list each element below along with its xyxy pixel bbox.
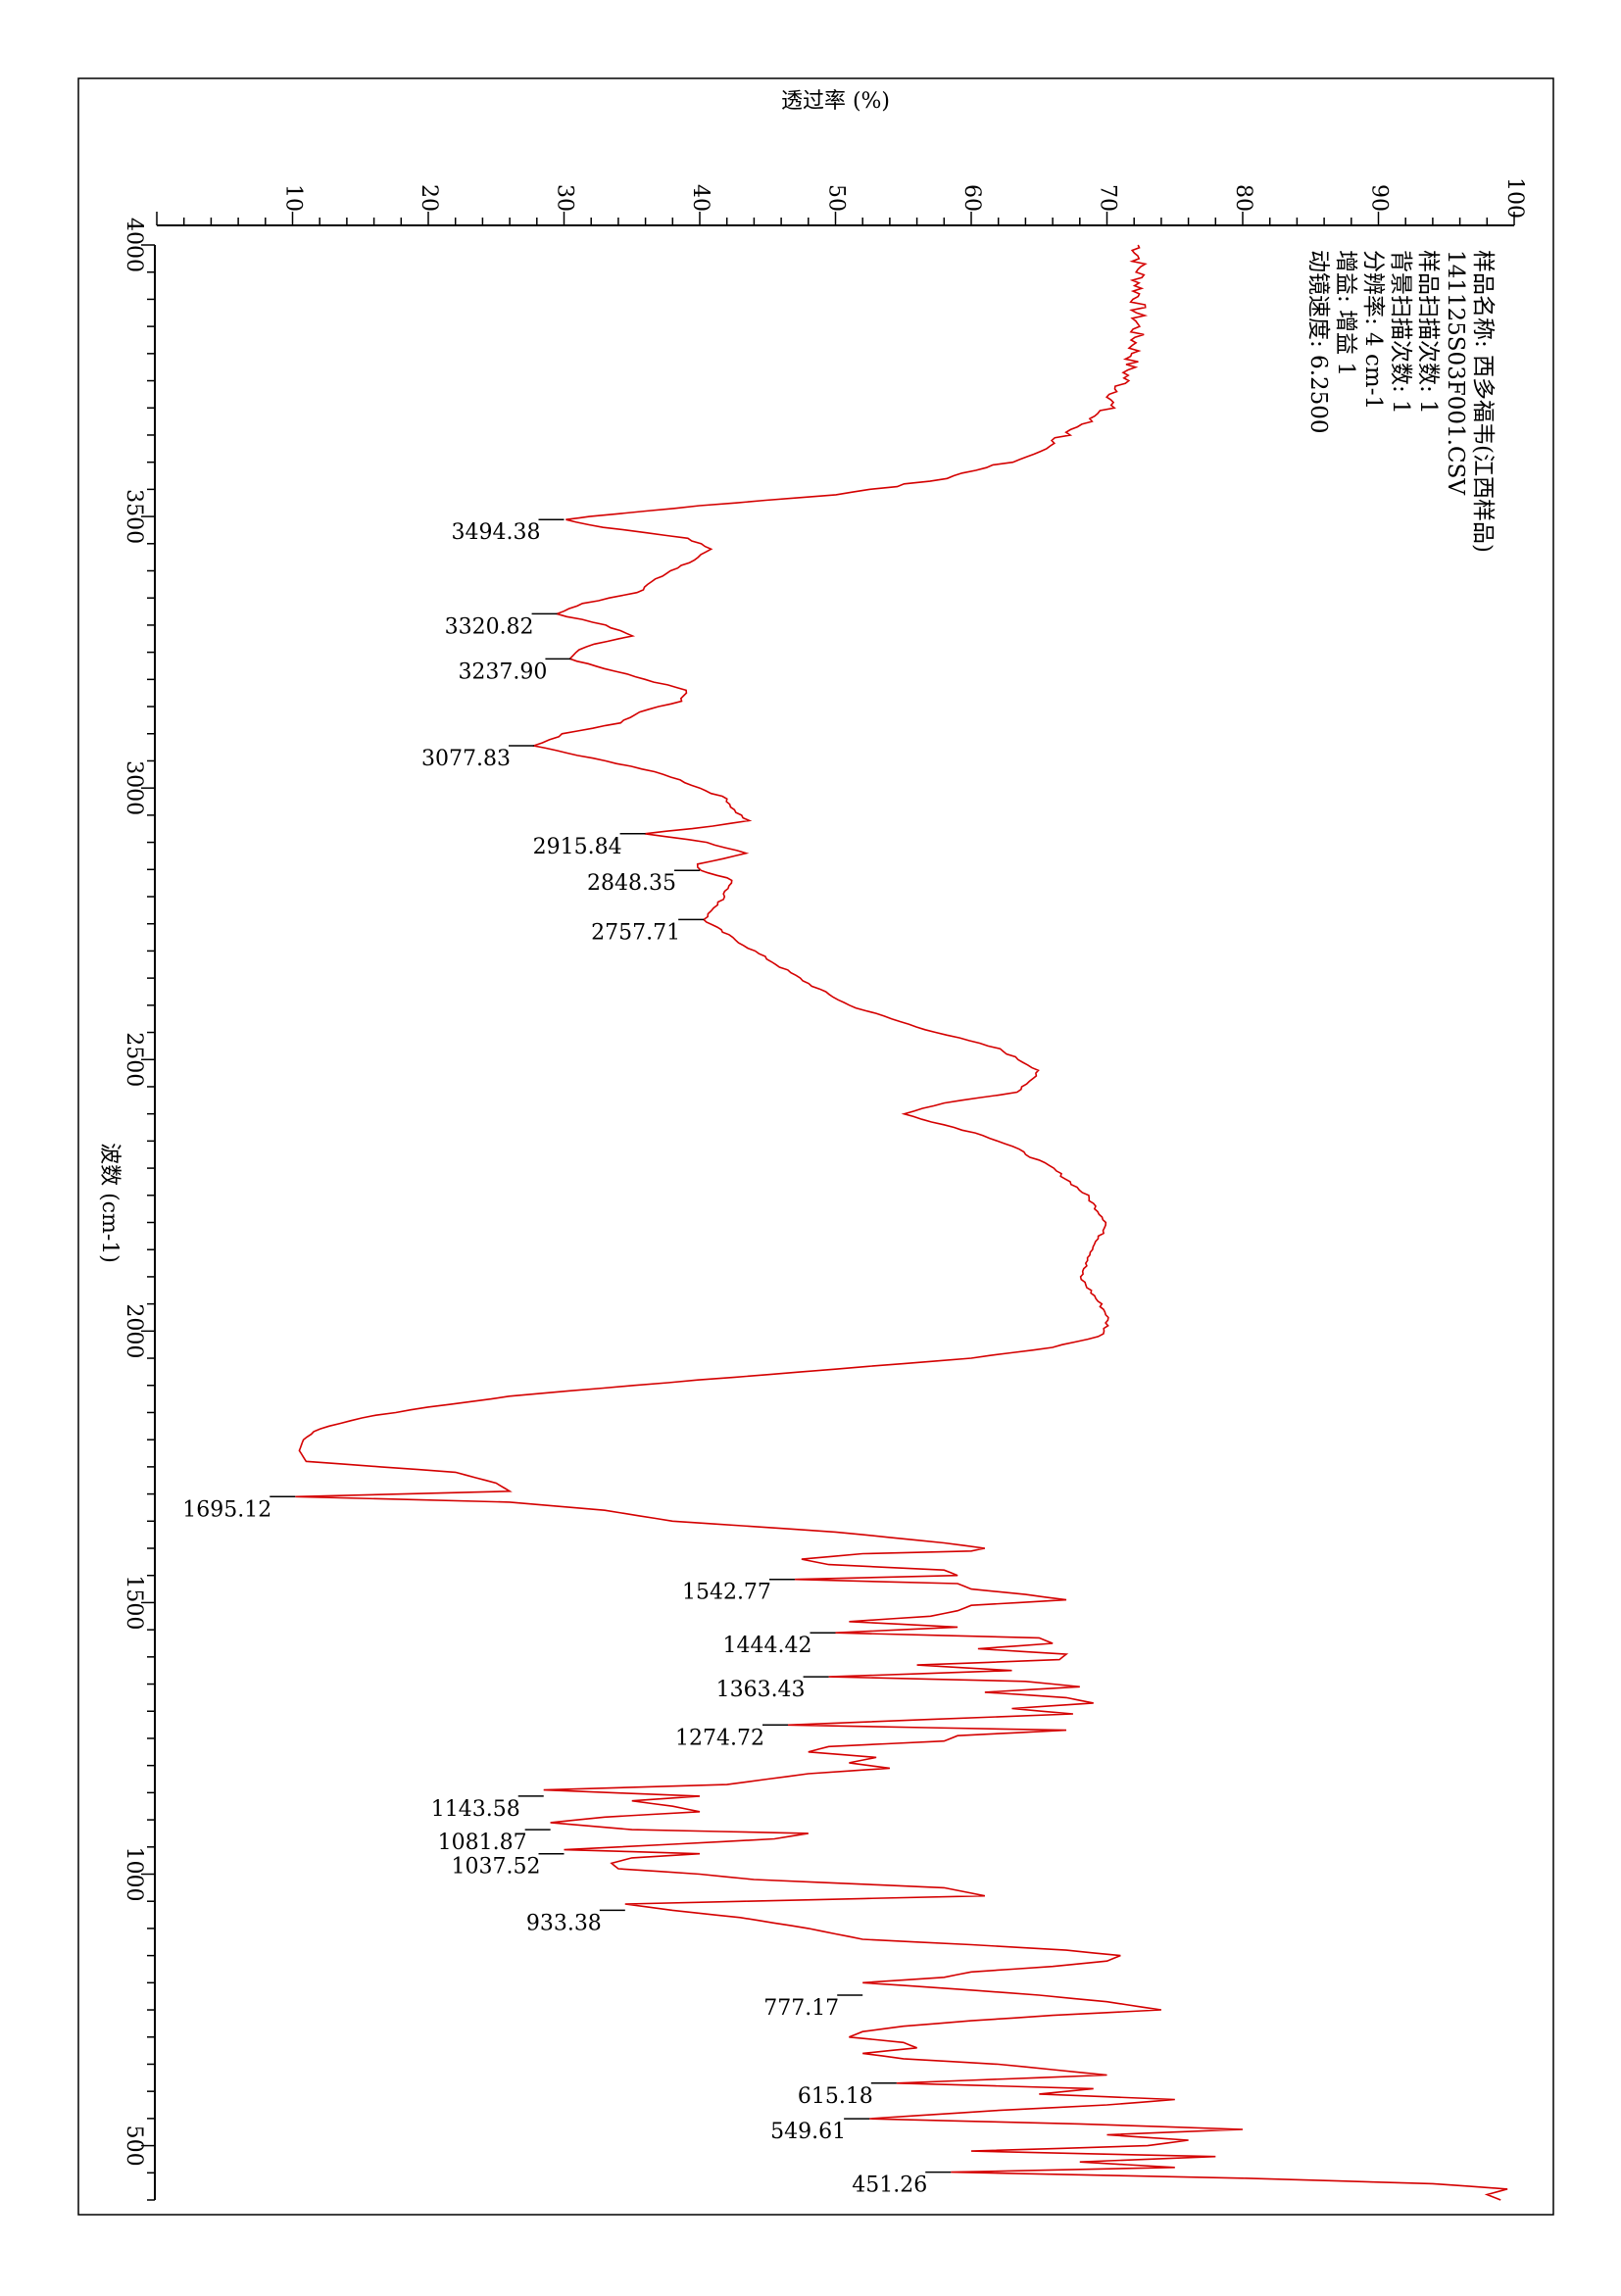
peak-label: 3320.82 <box>445 614 534 639</box>
peak-label: 3494.38 <box>452 520 541 545</box>
transmittance-tick-label: 100 <box>1502 177 1527 219</box>
sample-info-block: 样品名称: 西多福韦(江西样品)141125S03F001.CSV样品扫描次数:… <box>1305 250 1496 553</box>
transmittance-tick-label: 30 <box>553 184 577 212</box>
x-axis-title: 波数 (cm-1) <box>97 1143 122 1263</box>
peak-label: 3237.90 <box>458 659 547 684</box>
y-axis-title: 透过率 (%) <box>781 89 890 114</box>
peak-label: 777.17 <box>763 1996 839 2021</box>
transmittance-tick-label: 40 <box>688 184 712 212</box>
wavenumber-tick-label: 2000 <box>122 1303 146 1358</box>
transmittance-tick-label: 70 <box>1096 184 1120 212</box>
peak-label: 1081.87 <box>438 1831 527 1855</box>
wavenumber-tick-label: 1500 <box>122 1575 146 1630</box>
peak-label: 1363.43 <box>716 1678 806 1702</box>
axes-layer <box>154 224 1514 2200</box>
peak-label: 1695.12 <box>182 1497 271 1522</box>
wavenumber-tick-label: 500 <box>122 2125 146 2167</box>
peak-label: 1143.58 <box>431 1797 520 1822</box>
transmittance-tick-label: 50 <box>824 184 849 212</box>
sample-info-line: 动镜速度: 6.2500 <box>1305 250 1331 434</box>
sample-info-line: 样品名称: 西多福韦(江西样品) <box>1470 250 1496 553</box>
sample-info-line: 增益: 增益 1 <box>1333 250 1358 376</box>
peak-label: 3077.83 <box>421 747 511 771</box>
peaks-layer: 3494.38 3320.82 3237.90 3077.83 2915.84 2848.… <box>182 518 952 2198</box>
sample-info-line: 样品扫描次数: 1 <box>1415 250 1441 415</box>
peak-label: 2915.84 <box>533 835 622 859</box>
peak-label: 1542.77 <box>682 1581 771 1605</box>
transmittance-tick-label: 60 <box>959 184 984 212</box>
spectrum-line <box>295 244 1508 2201</box>
peak-label: 2848.35 <box>587 871 676 896</box>
sample-info-line: 背景扫描次数: 1 <box>1388 250 1413 415</box>
transmittance-tick-label: 80 <box>1231 184 1255 212</box>
sample-info-line: 分辨率: 4 cm-1 <box>1360 250 1386 410</box>
peak-label: 1444.42 <box>723 1634 812 1658</box>
page-frame <box>77 77 1554 2216</box>
peak-label: 549.61 <box>770 2120 846 2144</box>
ticks-layer: 4000 3500 3000 2500 2000 1500 1000 500 10 20 30 40 5… <box>122 177 1527 2201</box>
axis-titles-layer: 透过率 (%) 波数 (cm-1) <box>97 89 890 1263</box>
sample-info-line: 141125S03F001.CSV <box>1443 250 1468 495</box>
wavenumber-tick-label: 3000 <box>122 760 146 815</box>
peak-label: 2757.71 <box>591 920 680 945</box>
transmittance-tick-label: 10 <box>281 184 306 212</box>
transmittance-tick-label: 20 <box>417 184 441 212</box>
peak-label: 1037.52 <box>452 1855 541 1880</box>
wavenumber-tick-label: 4000 <box>122 218 146 272</box>
peak-label: 615.18 <box>798 2084 873 2109</box>
wavenumber-tick-label: 1000 <box>122 1847 146 1902</box>
peak-label: 1274.72 <box>675 1726 764 1750</box>
transmittance-tick-label: 90 <box>1367 184 1392 212</box>
peak-label: 933.38 <box>526 1911 602 1935</box>
wavenumber-tick-label: 3500 <box>122 489 146 544</box>
wavenumber-tick-label: 2500 <box>122 1032 146 1087</box>
peak-label: 451.26 <box>852 2174 927 2198</box>
